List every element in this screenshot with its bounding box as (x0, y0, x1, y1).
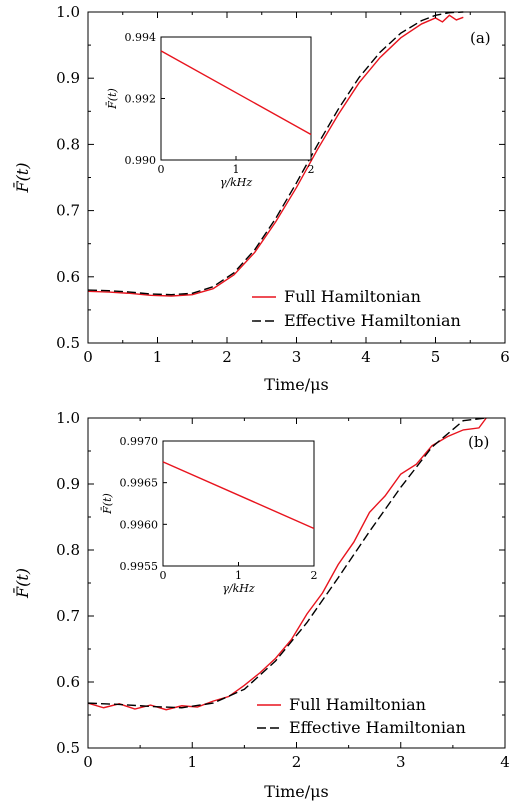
inset-x-tick-label: 0 (158, 163, 165, 176)
y-axis-label: F̄(t) (11, 568, 32, 599)
series-line-effective (88, 11, 464, 296)
y-tick-label: 1.0 (56, 3, 80, 21)
inset-y-tick-label: 0.9970 (120, 435, 159, 448)
x-axis-label: Time/μs (264, 375, 328, 394)
x-tick-label: 0 (83, 348, 93, 366)
y-axis-label: F̄(t) (11, 162, 32, 193)
y-tick-label: 0.7 (56, 607, 80, 625)
y-tick-label: 0.9 (56, 475, 80, 493)
y-tick-label: 0.6 (56, 673, 80, 691)
inset-y-tick-label: 0.994 (125, 31, 157, 44)
x-tick-label: 3 (292, 348, 302, 366)
y-tick-label: 0.8 (56, 541, 80, 559)
series-line-effective (88, 417, 487, 709)
legend-label: Full Hamiltonian (289, 695, 426, 714)
inset-frame (162, 440, 315, 567)
inset-x-tick-label: 1 (235, 569, 242, 582)
y-tick-label: 0.6 (56, 268, 80, 286)
x-axis-label: Time/μs (264, 782, 328, 801)
panel-tag: (b) (468, 433, 489, 451)
x-tick-label: 4 (500, 753, 510, 771)
panel-b: 0 1 2 3 4 0.5 0.6 0.7 0.8 0.9 1.0 Time/μs F̄(t) (b) Fu… (11, 409, 510, 801)
inset-x-tick-label: 0 (160, 569, 167, 582)
inset-series-line (160, 50, 312, 136)
inset-x-tick-label: 1 (233, 163, 240, 176)
y-tick-label: 1.0 (56, 409, 80, 427)
inset-y-tick-label: 0.9955 (120, 560, 159, 573)
x-tick-label: 2 (292, 753, 302, 771)
y-tick-label: 0.5 (56, 334, 80, 352)
x-tick-label: 2 (222, 348, 232, 366)
y-tick-label: 0.5 (56, 739, 80, 757)
inset-chart: 0 1 2 0.990 0.992 0.994 γ/kHz F̄(t) (106, 31, 315, 189)
inset-y-axis-label: F̄(t) (101, 493, 114, 515)
x-tick-label: 6 (500, 348, 510, 366)
inset-frame (160, 36, 312, 161)
x-tick-label: 1 (153, 348, 163, 366)
x-tick-label: 1 (187, 753, 197, 771)
inset-y-axis-label: F̄(t) (106, 88, 119, 110)
panel-a: 0 1 2 3 4 5 6 0.5 0.6 0.7 0.8 0.9 1.0 Time/μs F̄(t) (a)… (11, 3, 510, 394)
inset-x-axis-label: γ/kHz (220, 176, 253, 189)
panel-tag: (a) (470, 29, 491, 47)
series-line-full (88, 14, 464, 297)
x-tick-label: 5 (431, 348, 441, 366)
legend: Full Hamiltonian Effective Hamiltonian (252, 287, 461, 330)
inset-y-tick-label: 0.9965 (120, 477, 159, 490)
x-tick-label: 4 (361, 348, 371, 366)
inset-y-tick-label: 0.990 (125, 154, 157, 167)
inset-x-tick-label: 2 (311, 569, 318, 582)
legend-label: Full Hamiltonian (284, 287, 421, 306)
legend-label: Effective Hamiltonian (289, 718, 466, 737)
inset-series-line (162, 461, 315, 530)
y-tick-label: 0.8 (56, 135, 80, 153)
x-tick-label: 3 (396, 753, 406, 771)
y-tick-label: 0.9 (56, 69, 80, 87)
inset-x-tick-label: 2 (308, 163, 315, 176)
legend: Full Hamiltonian Effective Hamiltonian (257, 695, 466, 737)
y-tick-label: 0.7 (56, 202, 80, 220)
x-tick-label: 0 (83, 753, 93, 771)
inset-x-axis-label: γ/kHz (222, 582, 255, 595)
legend-label: Effective Hamiltonian (284, 311, 461, 330)
inset-chart: 0 1 2 0.9955 0.9960 0.9965 0.9970 γ/kHz F̄(t) (101, 435, 318, 595)
inset-y-tick-label: 0.9960 (120, 518, 159, 531)
inset-y-tick-label: 0.992 (125, 93, 157, 106)
